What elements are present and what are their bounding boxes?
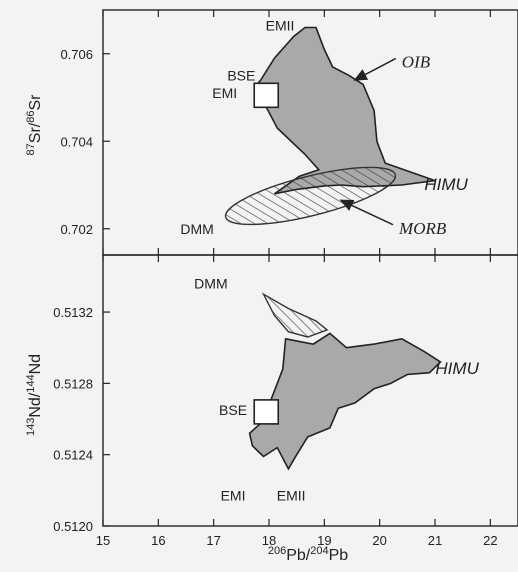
- nd-y-tick-label: 0.5120: [53, 519, 93, 534]
- x-tick-label: 15: [96, 533, 110, 548]
- sr-y-tick-label: 0.706: [60, 47, 93, 62]
- x-tick-label: 16: [151, 533, 165, 548]
- sr-annotation-morb: MORB: [398, 219, 447, 238]
- x-tick-label: 21: [428, 533, 442, 548]
- sr-annotation-dmm: DMM: [180, 221, 213, 237]
- nd-annotation-dmm: DMM: [194, 276, 227, 292]
- nd-y-tick-label: 0.5128: [53, 376, 93, 391]
- nd-annotation-emi: EMI: [221, 488, 246, 504]
- sr-annotation-oib: OIB: [402, 53, 431, 72]
- x-tick-label: 18: [262, 533, 276, 548]
- sr-annotation-arrow: [353, 57, 397, 81]
- nd-point-bse: [253, 399, 280, 425]
- sr-field-morb: [224, 166, 397, 226]
- sr-annotation-bse: BSE: [227, 68, 255, 84]
- sr-y-axis-label: 87Sr/86Sr: [25, 94, 44, 156]
- nd-y-tick-label: 0.5124: [53, 448, 93, 463]
- sr-field-oib: [254, 26, 436, 195]
- nd-plot-frame: [102, 254, 518, 527]
- x-tick-label: 19: [317, 533, 331, 548]
- nd-annotation-himu: HIMU: [435, 359, 479, 378]
- sr-annotation-himu: HIMU: [424, 175, 468, 194]
- nd-field-oib: [248, 332, 442, 471]
- nd-annotation-bse: BSE: [219, 402, 247, 418]
- nd-annotation-emii: EMII: [277, 488, 306, 504]
- sr-y-tick-label: 0.704: [60, 134, 93, 149]
- x-tick-label: 20: [372, 533, 386, 548]
- sr-annotation-arrow: [339, 199, 394, 226]
- sr-y-tick-label: 0.702: [60, 222, 93, 237]
- sr-annotation-emii: EMII: [266, 17, 295, 33]
- sr-point-bse: [253, 82, 280, 109]
- x-tick-label: 17: [206, 533, 220, 548]
- sr-annotation-emi: EMI: [212, 85, 237, 101]
- nd-field-morb: [261, 292, 329, 338]
- nd-y-tick-label: 0.5132: [53, 305, 93, 320]
- x-tick-label: 22: [483, 533, 497, 548]
- nd-panel: 0.5120 0.5124 0.5128 0.5132 15 16 17 18 19 20 21 22…: [53, 254, 518, 548]
- nd-y-axis-label: 143Nd/144Nd: [25, 354, 44, 436]
- x-axis-label: 206Pb/204Pb: [268, 545, 348, 564]
